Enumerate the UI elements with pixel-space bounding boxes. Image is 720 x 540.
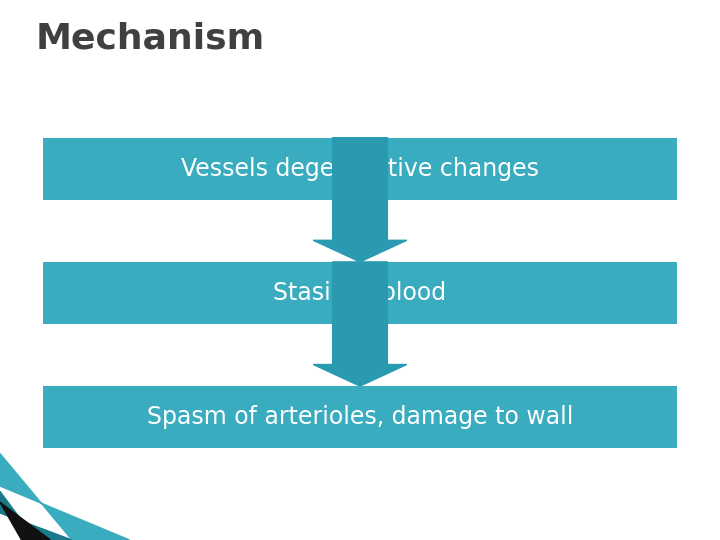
Polygon shape [313,138,407,262]
Text: Spasm of arterioles, damage to wall: Spasm of arterioles, damage to wall [147,405,573,429]
FancyBboxPatch shape [43,262,677,324]
Polygon shape [0,491,72,540]
Polygon shape [313,262,407,386]
Polygon shape [0,502,50,540]
FancyBboxPatch shape [43,138,677,200]
FancyBboxPatch shape [43,386,677,448]
Text: Stasis of blood: Stasis of blood [274,281,446,305]
Polygon shape [0,454,130,540]
Text: Mechanism: Mechanism [36,22,265,56]
Text: Vessels degenerative changes: Vessels degenerative changes [181,157,539,181]
